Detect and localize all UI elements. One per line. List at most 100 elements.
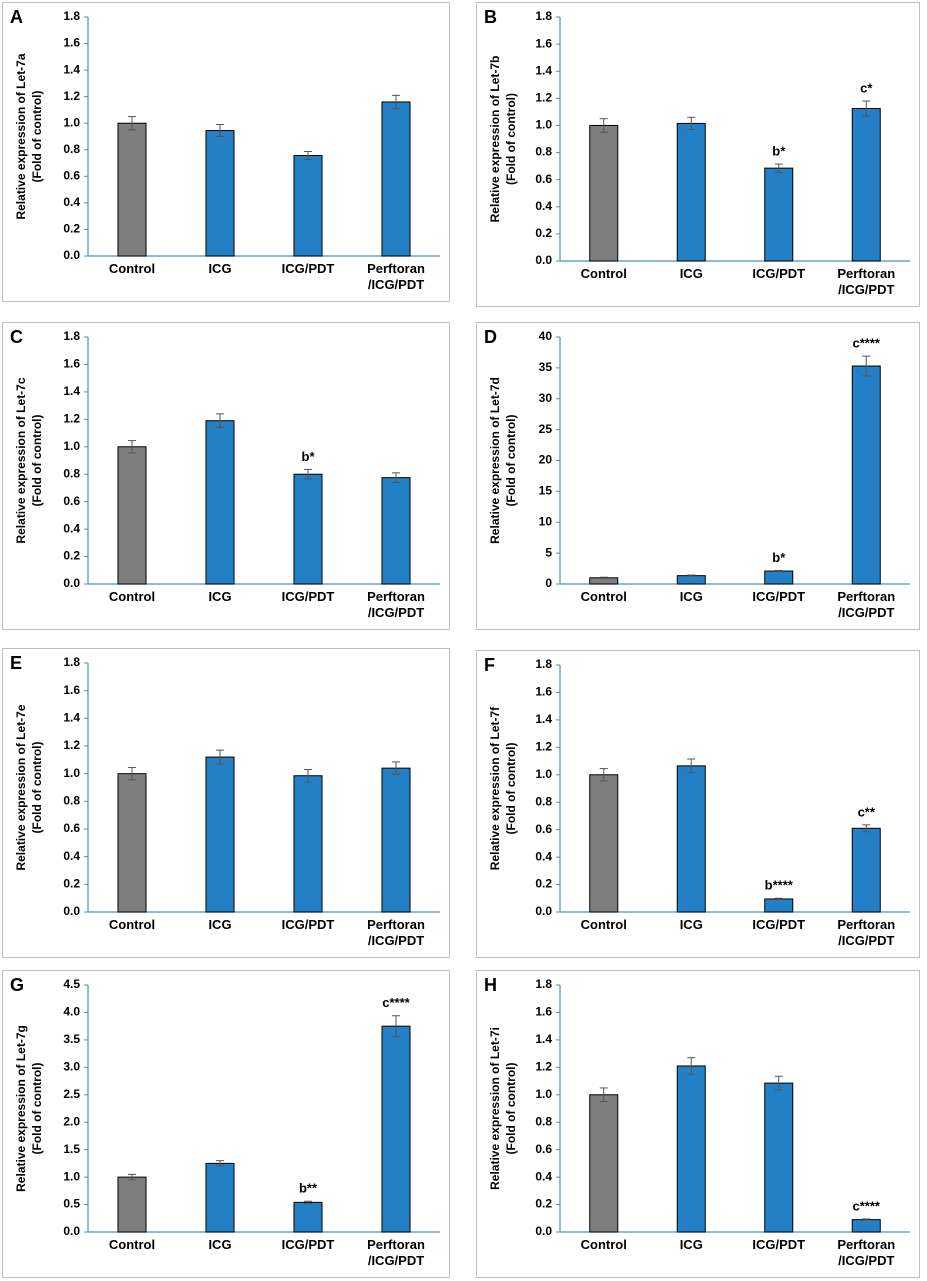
x-tick-label: ICG [208, 589, 231, 604]
y-axis-label: Relative expression of Let-7g [14, 1025, 28, 1192]
bar [764, 570, 794, 585]
y-axis-label: (Fold of control) [30, 742, 44, 834]
y-tick-label: 10 [539, 514, 553, 528]
y-tick-label: 0.6 [535, 172, 552, 186]
bar [293, 473, 323, 585]
y-tick-label: 2.5 [63, 1087, 80, 1101]
y-tick-label: 0.8 [63, 794, 80, 808]
panel-frame [2, 2, 450, 302]
x-tick-label: ICG/PDT [282, 1237, 335, 1252]
significance-label: c**** [382, 995, 410, 1010]
y-tick-label: 1.2 [535, 1060, 552, 1074]
y-tick-label: 30 [539, 391, 553, 405]
x-tick-label: ICG/PDT [282, 261, 335, 276]
x-tick-label: Control [109, 589, 155, 604]
y-tick-label: 0 [545, 576, 552, 590]
y-tick-label: 1.5 [63, 1142, 80, 1156]
panel-letter: H [484, 975, 497, 995]
y-tick-label: 5 [545, 545, 552, 559]
error-bar [687, 574, 696, 577]
y-tick-label: 0.8 [63, 466, 80, 480]
x-tick-label: ICG [680, 589, 703, 604]
y-tick-label: 0.2 [63, 222, 80, 236]
bar [205, 420, 235, 585]
panel: B Relative expression of Let-7b (Fold of c… [476, 2, 920, 307]
y-tick-label: 0.8 [63, 142, 80, 156]
x-tick-label: ICG [680, 1237, 703, 1252]
y-tick-label: 1.4 [535, 1032, 552, 1046]
y-axis-label: Relative expression of Let-7f [488, 706, 502, 870]
y-tick-label: 0.2 [63, 877, 80, 891]
y-axis-label: (Fold of control) [504, 743, 518, 835]
y-tick-label: 1.8 [63, 655, 80, 669]
y-tick-label: 0.0 [63, 576, 80, 590]
error-bar [862, 355, 871, 377]
panel-frame [476, 322, 920, 630]
x-tick-label: ICG/PDT [752, 1237, 805, 1252]
error-bar [216, 124, 224, 137]
x-tick-label: ICG/PDT [752, 917, 805, 932]
bar [589, 124, 619, 262]
y-tick-label: 0.6 [63, 494, 80, 508]
y-axis-label: Relative expression of Let-7d [488, 377, 502, 544]
y-tick-label: 1.6 [63, 357, 80, 371]
significance-label: b** [299, 1181, 318, 1196]
significance-label: c**** [853, 336, 881, 351]
significance-label: b* [302, 449, 316, 464]
y-tick-label: 0.8 [535, 794, 552, 808]
error-bar [862, 100, 871, 117]
x-tick-label: Perftoran/ICG/PDT [367, 1237, 425, 1268]
y-tick-label: 1.4 [63, 711, 80, 725]
y-tick-label: 20 [539, 453, 553, 467]
y-tick-label: 0.2 [63, 549, 80, 563]
y-axis-label: Relative expression of Let-7a [14, 53, 28, 219]
panel: G Relative expression of Let-7g (Fold of c… [2, 970, 450, 1278]
bar [589, 1094, 619, 1233]
bar [764, 1082, 794, 1233]
error-bar [128, 440, 136, 454]
y-axis-label: Relative expression of Let-7b [488, 56, 502, 223]
x-tick-label: Control [581, 589, 627, 604]
error-bar [128, 116, 136, 131]
x-tick-label: Control [109, 1237, 155, 1252]
bar [851, 108, 881, 262]
y-tick-label: 0.2 [535, 1197, 552, 1211]
x-tick-label: ICG/PDT [752, 589, 805, 604]
x-tick-label: Control [109, 261, 155, 276]
panel-frame [2, 322, 450, 630]
y-tick-label: 1.0 [535, 767, 552, 781]
bar [589, 774, 619, 913]
significance-label: c**** [853, 1198, 881, 1213]
y-tick-label: 1.6 [535, 36, 552, 50]
y-axis-label: (Fold of control) [504, 1063, 518, 1155]
y-tick-label: 0.8 [535, 1114, 552, 1128]
error-bar [599, 768, 608, 782]
panel-frame [476, 650, 920, 958]
error-bar [774, 163, 783, 173]
panel-letter: E [10, 653, 22, 673]
y-tick-label: 0.4 [63, 849, 80, 863]
bar [117, 122, 147, 257]
panel-letter: C [10, 327, 23, 347]
y-axis-label: (Fold of control) [504, 415, 518, 507]
y-tick-label: 0.2 [535, 226, 552, 240]
x-tick-label: Perftoran/ICG/PDT [837, 266, 895, 297]
significance-label: c** [858, 804, 876, 819]
y-tick-label: 40 [539, 329, 553, 343]
y-tick-label: 1.0 [535, 1087, 552, 1101]
error-bar [599, 1087, 608, 1103]
y-tick-label: 4.0 [63, 1005, 80, 1019]
y-tick-label: 1.8 [535, 977, 552, 991]
error-bar [599, 118, 608, 133]
y-tick-label: 1.0 [63, 115, 80, 129]
panel-letter: B [484, 7, 497, 27]
bar [293, 775, 323, 913]
error-bar [128, 1173, 136, 1181]
y-tick-label: 0.6 [535, 1142, 552, 1156]
error-bar [687, 758, 696, 774]
y-tick-label: 35 [539, 360, 553, 374]
y-tick-label: 1.4 [535, 63, 552, 77]
bar [293, 1201, 323, 1233]
y-tick-label: 0.4 [535, 1169, 552, 1183]
bar [764, 167, 794, 262]
